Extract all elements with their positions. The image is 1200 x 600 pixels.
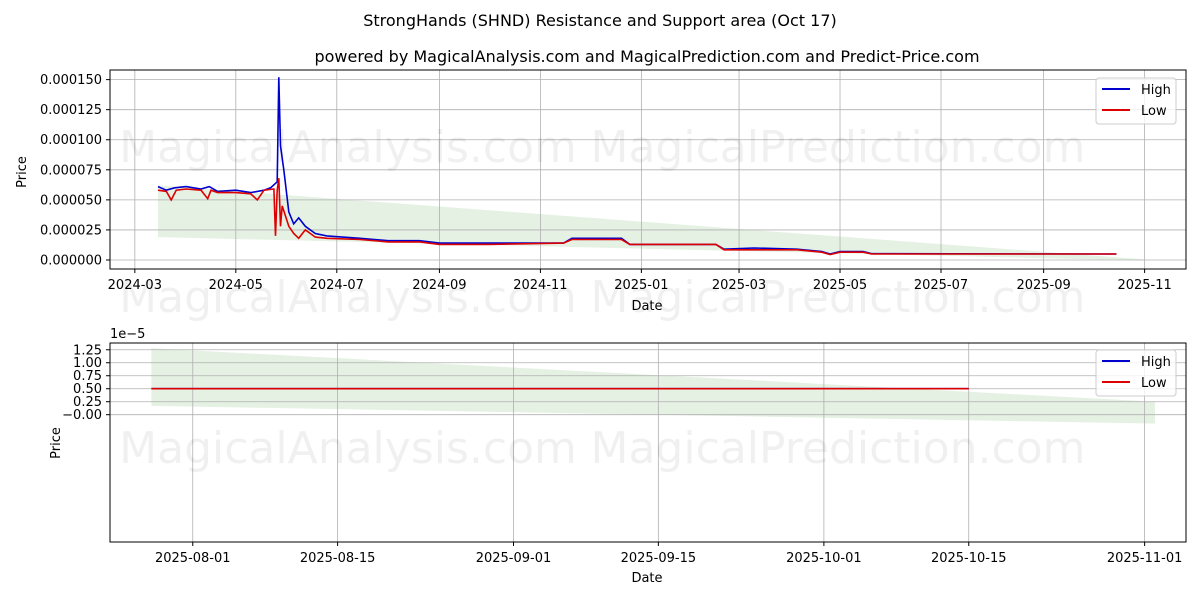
bottom-legend: High Low [1095, 349, 1177, 397]
p1-y-tick-label: 0.000050 [40, 193, 102, 208]
top-low-series-line [157, 178, 1117, 256]
p1-x-tick-label: 2025-07 [914, 278, 968, 293]
p1-x-tick-label: 2024-03 [108, 278, 162, 293]
p2-y-tick-label: 1.00 [73, 356, 102, 371]
chart-subtitle: powered by MagicalAnalysis.com and Magic… [314, 47, 979, 66]
p2-y-tick-label: 0.50 [73, 382, 102, 397]
p2-x-tick-label: 2025-08-01 [155, 551, 231, 566]
top-y-axis-label: Price [15, 156, 30, 188]
p1-y-tick-label: 0.000000 [40, 253, 102, 268]
top-watermark-right: MagicalPrediction.com [591, 122, 1086, 173]
p1-x-tick-label: 2025-03 [712, 278, 766, 293]
p1-x-tick-label: 2024-07 [310, 278, 364, 293]
top-support-band [158, 185, 1145, 261]
top-watermark-left-2: MagicalAnalysis.com [119, 272, 577, 323]
p2-y-tick-label: 0.25 [73, 395, 102, 410]
chart-title: StrongHands (SHND) Resistance and Suppor… [363, 11, 837, 30]
bottom-y-offset-label: 1e−5 [110, 327, 145, 342]
top-gridlines [110, 70, 1186, 269]
bottom-chart-panel: MagicalAnalysis.com MagicalPrediction.co… [49, 327, 1187, 586]
top-legend: High Low [1095, 77, 1177, 125]
p2-x-tick-label: 2025-08-15 [300, 551, 376, 566]
p2-x-tick-label: 2025-10-15 [931, 551, 1007, 566]
bottom-watermark-right: MagicalPrediction.com [591, 423, 1086, 474]
p1-x-tick-label: 2025-11 [1117, 278, 1171, 293]
top-watermark-left: MagicalAnalysis.com [119, 122, 577, 173]
bottom-y-axis: −0.000.250.500.751.001.25 [62, 343, 110, 423]
p2-y-tick-label: 0.75 [73, 369, 102, 384]
p2-x-tick-label: 2025-09-01 [476, 551, 552, 566]
bottom-x-axis-label: Date [631, 571, 662, 586]
p1-y-tick-label: 0.000125 [40, 103, 102, 118]
top-y-axis: 0.000000 0.000025 0.000050 0.000075 0.000100… [40, 73, 110, 268]
bottom-legend-high-label: High [1141, 355, 1171, 370]
p1-x-tick-label: 2024-11 [513, 278, 567, 293]
top-legend-high-label: High [1141, 83, 1171, 98]
top-x-axis-label: Date [631, 299, 662, 314]
bottom-x-axis: 2025-08-01 2025-08-15 2025-09-01 2025-09-15… [155, 542, 1182, 566]
p2-y-tick-label: 1.25 [73, 343, 102, 358]
bottom-axes-frame [109, 342, 1187, 543]
p1-x-tick-label: 2025-09 [1016, 278, 1070, 293]
bottom-legend-low-label: Low [1141, 376, 1167, 391]
p1-y-tick-label: 0.000025 [40, 223, 102, 238]
p2-x-tick-label: 2025-10-01 [786, 551, 862, 566]
bottom-watermark-left: MagicalAnalysis.com [119, 423, 577, 474]
p2-x-tick-label: 2025-11-01 [1107, 551, 1183, 566]
p2-y-tick-label: −0.00 [62, 408, 102, 423]
top-chart-panel: MagicalAnalysis.com MagicalPrediction.co… [15, 69, 1187, 323]
p1-x-tick-label: 2025-01 [614, 278, 668, 293]
bottom-y-axis-label: Price [49, 427, 64, 459]
top-legend-low-label: Low [1141, 104, 1167, 119]
p1-y-tick-label: 0.000075 [40, 163, 102, 178]
top-x-axis: 2024-03 2024-05 2024-07 2024-09 2024-11 2025-… [108, 269, 1172, 293]
p1-x-tick-label: 2025-05 [813, 278, 867, 293]
p1-x-tick-label: 2024-09 [412, 278, 466, 293]
bottom-support-band [151, 348, 1155, 424]
p1-x-tick-label: 2024-05 [209, 278, 263, 293]
p1-y-tick-label: 0.000150 [40, 73, 102, 88]
p2-x-tick-label: 2025-09-15 [621, 551, 697, 566]
top-watermark-right-2: MagicalPrediction.com [591, 272, 1086, 323]
p1-y-tick-label: 0.000100 [40, 133, 102, 148]
top-high-series-line [157, 77, 1117, 255]
